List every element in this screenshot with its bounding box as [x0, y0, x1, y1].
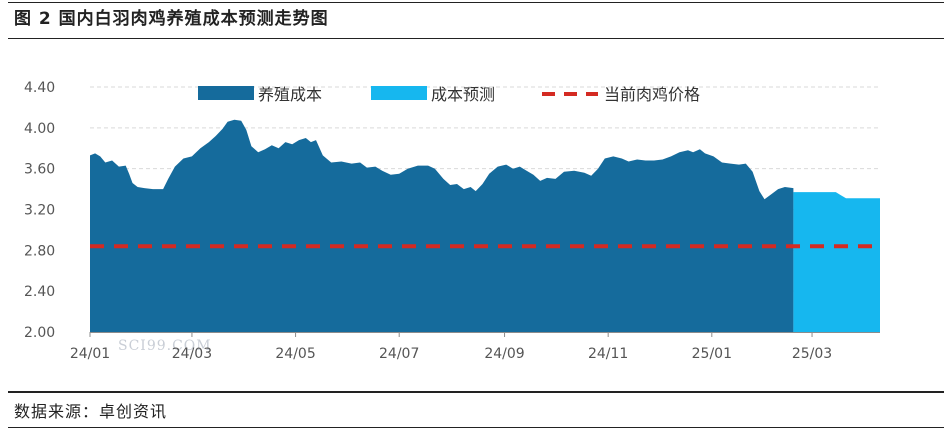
y-tick-label: 4.40	[24, 80, 55, 96]
legend-label-forecast: 成本预测	[431, 85, 495, 104]
x-tick-label: 24/09	[484, 346, 524, 362]
legend-swatch-cost	[198, 86, 254, 100]
x-tick-label: 24/03	[172, 346, 212, 362]
x-tick-label: 25/03	[792, 346, 832, 362]
y-tick-label: 2.40	[24, 284, 55, 300]
x-tick-label: 25/01	[692, 346, 732, 362]
legend-label-price: 当前肉鸡价格	[604, 85, 700, 104]
chart-title: 图 2 国内白羽肉鸡养殖成本预测走势图	[14, 9, 329, 29]
x-tick-label: 24/05	[275, 346, 315, 362]
series-areas	[90, 119, 880, 332]
title-rule	[8, 38, 944, 39]
data-source: 数据来源：卓创资讯	[14, 402, 168, 421]
y-tick-label: 2.00	[24, 325, 55, 341]
legend-swatch-forecast	[371, 86, 427, 100]
y-tick-label: 3.20	[24, 203, 55, 219]
x-tick-label: 24/01	[70, 346, 110, 362]
y-tick-label: 4.00	[24, 121, 55, 137]
y-tick-label: 2.80	[24, 243, 55, 259]
legend: 养殖成本 成本预测 当前肉鸡价格	[198, 85, 700, 104]
x-axis: 24/01 24/03 24/05 24/07 24/09 24/11 25/01 25/03	[70, 332, 880, 362]
top-rule	[8, 2, 944, 3]
watermark-text: SCI99.COM	[118, 338, 212, 354]
legend-label-cost: 养殖成本	[258, 85, 322, 104]
footer-rule	[8, 391, 944, 393]
bottom-rule	[8, 427, 944, 428]
series-area-cost	[90, 119, 794, 332]
y-tick-label: 3.60	[24, 162, 55, 178]
x-tick-label: 24/11	[588, 346, 628, 362]
x-tick-label: 24/07	[379, 346, 419, 362]
series-area-forecast	[793, 192, 880, 332]
y-axis: 4.40 4.00 3.60 3.20 2.80 2.40 2.00	[24, 80, 55, 341]
